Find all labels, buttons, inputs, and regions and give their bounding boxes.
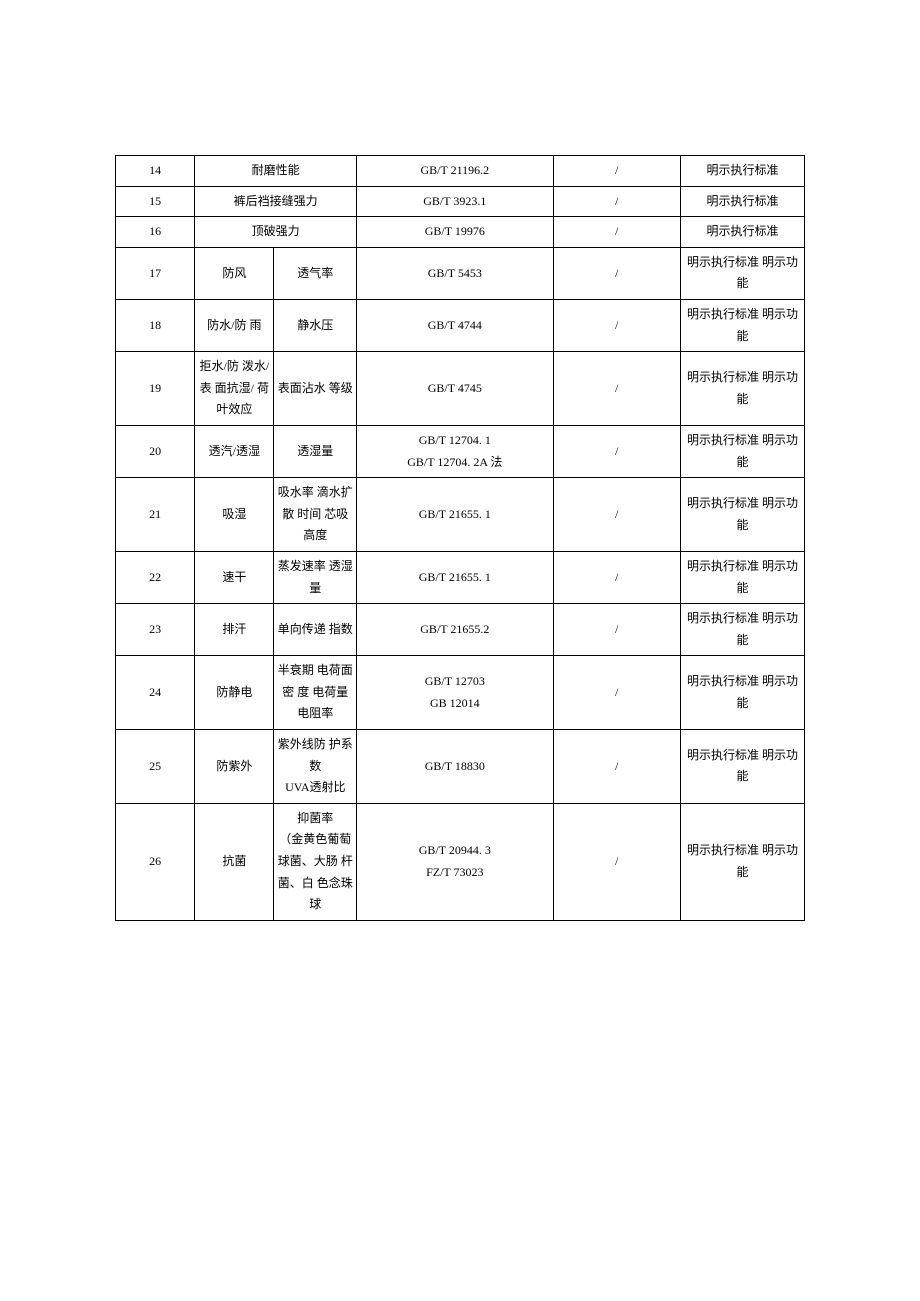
table-row: 19拒水/防 泼水/表 面抗湿/ 荷叶效应表面沾水 等级GB/T 4745/明示… [116,352,805,426]
cell-note: 明示执行标准 明示功能 [680,803,804,920]
cell-parameter: 透湿量 [274,425,357,477]
cell-item: 吸湿 [195,478,274,552]
cell-slash: / [553,656,680,730]
cell-standard: GB/T 4744 [357,299,553,351]
cell-parameter: 透气率 [274,247,357,299]
cell-note: 明示执行标准 [680,186,804,217]
cell-item: 防紫外 [195,730,274,804]
cell-standard: GB/T 21655.2 [357,604,553,656]
cell-index: 21 [116,478,195,552]
cell-parameter: 表面沾水 等级 [274,352,357,426]
cell-standard: GB/T 12704. 1 GB/T 12704. 2A 法 [357,425,553,477]
cell-note: 明示执行标准 [680,217,804,248]
cell-parameter: 紫外线防 护系数 UVA透射比 [274,730,357,804]
cell-standard: GB/T 5453 [357,247,553,299]
standards-table: 14耐磨性能GB/T 21196.2/明示执行标准15裤后裆接缝强力GB/T 3… [115,155,805,921]
cell-standard: GB/T 21655. 1 [357,551,553,603]
table-row: 22速干蒸发速率 透湿量GB/T 21655. 1/明示执行标准 明示功能 [116,551,805,603]
cell-note: 明示执行标准 明示功能 [680,551,804,603]
cell-note: 明示执行标准 明示功能 [680,299,804,351]
cell-slash: / [553,299,680,351]
cell-item: 排汗 [195,604,274,656]
cell-index: 23 [116,604,195,656]
cell-note: 明示执行标准 [680,156,804,187]
cell-note: 明示执行标准 明示功能 [680,730,804,804]
cell-slash: / [553,247,680,299]
table-row: 16顶破强力GB/T 19976/明示执行标准 [116,217,805,248]
cell-parameter: 蒸发速率 透湿量 [274,551,357,603]
cell-parameter: 单向传递 指数 [274,604,357,656]
cell-index: 19 [116,352,195,426]
cell-index: 24 [116,656,195,730]
cell-slash: / [553,551,680,603]
cell-slash: / [553,425,680,477]
cell-slash: / [553,217,680,248]
cell-item: 速干 [195,551,274,603]
cell-slash: / [553,478,680,552]
cell-standard: GB/T 21196.2 [357,156,553,187]
cell-item: 防水/防 雨 [195,299,274,351]
cell-item: 防静电 [195,656,274,730]
document-page: 14耐磨性能GB/T 21196.2/明示执行标准15裤后裆接缝强力GB/T 3… [0,0,920,1051]
cell-item: 透汽/透湿 [195,425,274,477]
cell-index: 17 [116,247,195,299]
cell-note: 明示执行标准 明示功能 [680,425,804,477]
table-row: 14耐磨性能GB/T 21196.2/明示执行标准 [116,156,805,187]
cell-slash: / [553,730,680,804]
table-row: 17防风透气率GB/T 5453/明示执行标准 明示功能 [116,247,805,299]
cell-note: 明示执行标准 明示功能 [680,247,804,299]
cell-index: 20 [116,425,195,477]
table-row: 26抗菌抑菌率 （金黄色葡萄球菌、大肠 杆菌、白 色念珠球GB/T 20944.… [116,803,805,920]
cell-standard: GB/T 3923.1 [357,186,553,217]
cell-index: 15 [116,186,195,217]
cell-note: 明示执行标准 明示功能 [680,656,804,730]
table-row: 18防水/防 雨静水压GB/T 4744/明示执行标准 明示功能 [116,299,805,351]
cell-item: 裤后裆接缝强力 [195,186,357,217]
cell-standard: GB/T 12703 GB 12014 [357,656,553,730]
cell-item: 拒水/防 泼水/表 面抗湿/ 荷叶效应 [195,352,274,426]
cell-parameter: 静水压 [274,299,357,351]
cell-parameter: 吸水率 滴水扩散 时间 芯吸高度 [274,478,357,552]
cell-standard: GB/T 18830 [357,730,553,804]
cell-slash: / [553,186,680,217]
cell-note: 明示执行标准 明示功能 [680,478,804,552]
cell-standard: GB/T 21655. 1 [357,478,553,552]
cell-standard: GB/T 20944. 3 FZ/T 73023 [357,803,553,920]
cell-slash: / [553,803,680,920]
cell-item: 耐磨性能 [195,156,357,187]
cell-index: 25 [116,730,195,804]
cell-note: 明示执行标准 明示功能 [680,352,804,426]
table-row: 21吸湿吸水率 滴水扩散 时间 芯吸高度GB/T 21655. 1/明示执行标准… [116,478,805,552]
cell-index: 14 [116,156,195,187]
cell-note: 明示执行标准 明示功能 [680,604,804,656]
cell-parameter: 半衰期 电荷面密 度 电荷量 电阻率 [274,656,357,730]
cell-index: 22 [116,551,195,603]
cell-parameter: 抑菌率 （金黄色葡萄球菌、大肠 杆菌、白 色念珠球 [274,803,357,920]
table-row: 20透汽/透湿透湿量GB/T 12704. 1 GB/T 12704. 2A 法… [116,425,805,477]
table-row: 15裤后裆接缝强力GB/T 3923.1/明示执行标准 [116,186,805,217]
cell-item: 顶破强力 [195,217,357,248]
cell-slash: / [553,604,680,656]
table-row: 24防静电半衰期 电荷面密 度 电荷量 电阻率GB/T 12703 GB 120… [116,656,805,730]
cell-index: 26 [116,803,195,920]
cell-standard: GB/T 19976 [357,217,553,248]
cell-slash: / [553,156,680,187]
cell-item: 防风 [195,247,274,299]
cell-slash: / [553,352,680,426]
cell-index: 18 [116,299,195,351]
table-row: 23排汗单向传递 指数GB/T 21655.2/明示执行标准 明示功能 [116,604,805,656]
cell-item: 抗菌 [195,803,274,920]
table-row: 25防紫外紫外线防 护系数 UVA透射比GB/T 18830/明示执行标准 明示… [116,730,805,804]
cell-index: 16 [116,217,195,248]
cell-standard: GB/T 4745 [357,352,553,426]
